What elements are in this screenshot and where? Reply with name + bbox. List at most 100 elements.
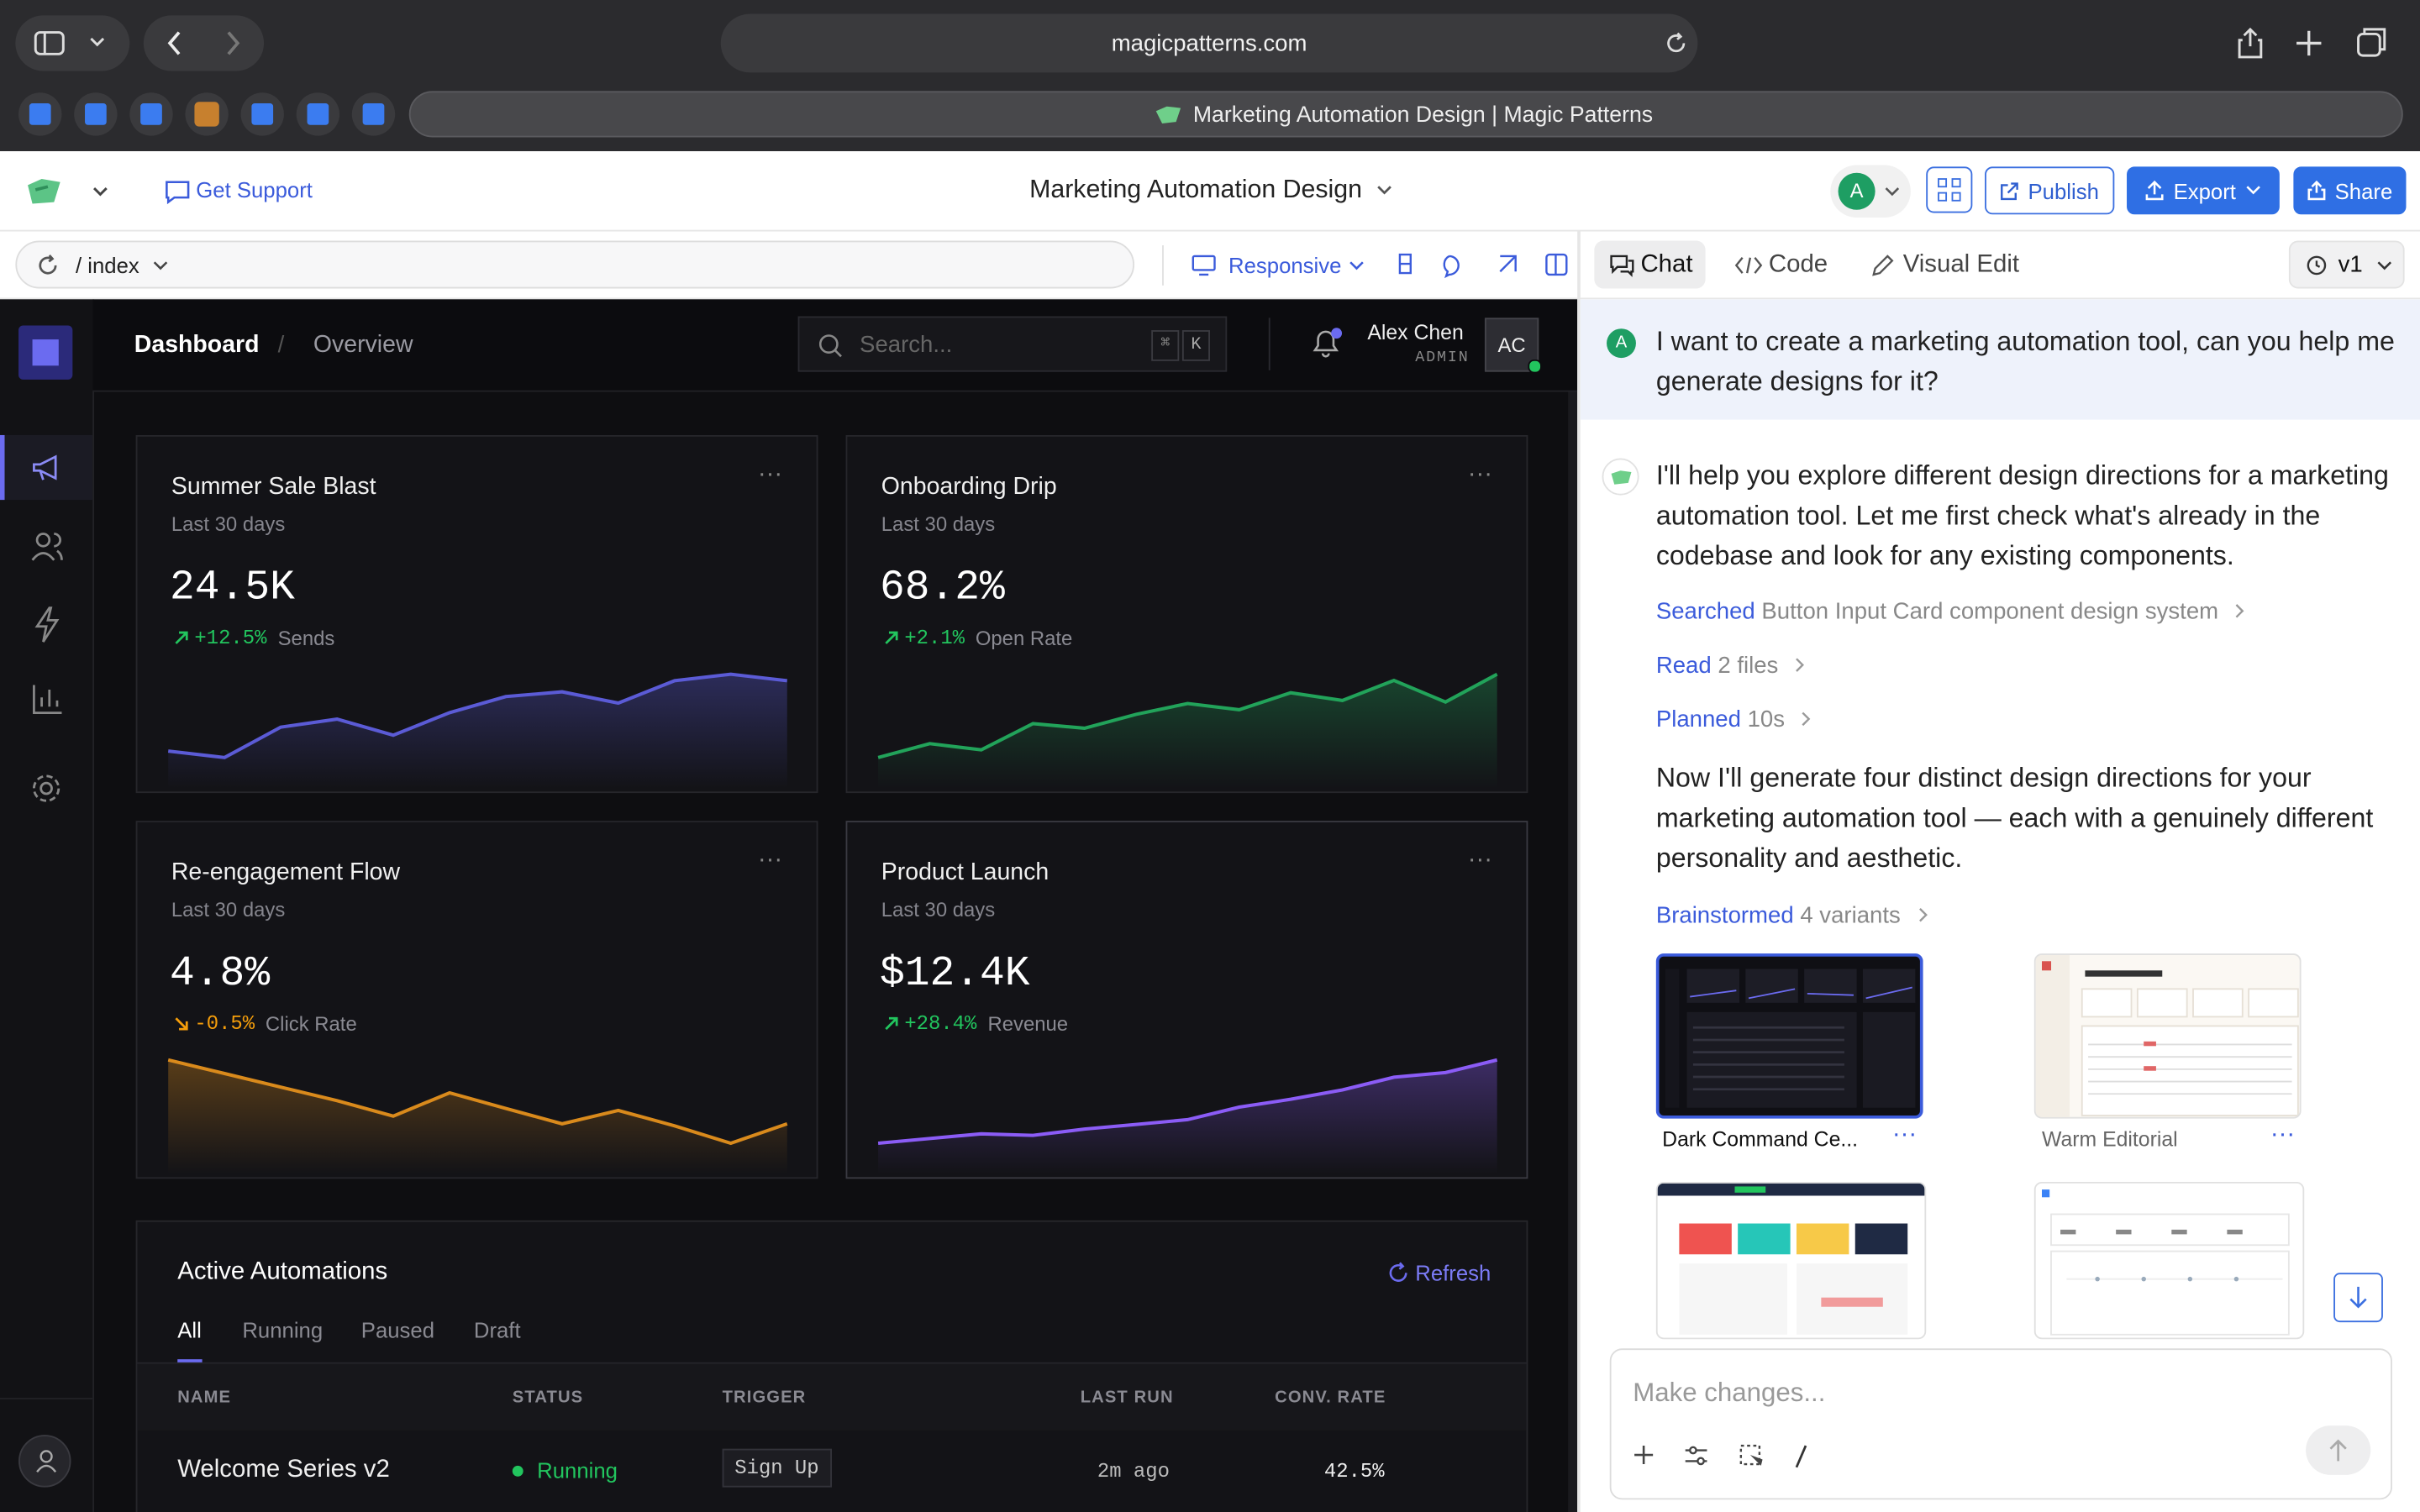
step-label: Searched bbox=[1655, 598, 1755, 625]
nav-icons[interactable] bbox=[31, 454, 65, 963]
export-button[interactable]: Export bbox=[2127, 166, 2280, 215]
column-header: TRIGGER bbox=[722, 1389, 807, 1408]
column-header: CONV. RATE bbox=[1275, 1389, 1386, 1408]
campaign-card[interactable]: Re-engagement Flow Last 30 days ··· 4.8% -0.… bbox=[135, 821, 818, 1179]
chat-tab[interactable]: Chat bbox=[1594, 240, 1706, 289]
step-detail: 2 files bbox=[1718, 652, 1779, 680]
shortcut-key: K bbox=[1181, 330, 1211, 361]
variant-name: Dark Command Ce... bbox=[1662, 1127, 1859, 1152]
card-title: Re-engagement Flow bbox=[171, 859, 401, 886]
code-tab[interactable]: Code bbox=[1768, 251, 1828, 278]
tool-step[interactable]: Planned 10s bbox=[1656, 706, 1816, 732]
filter-tab[interactable]: Running bbox=[242, 1317, 324, 1342]
visual-edit-tab[interactable]: Visual Edit bbox=[1902, 251, 2020, 278]
row-conv-rate: 42.5% bbox=[1323, 1459, 1385, 1483]
card-change: +28.4% bbox=[904, 1011, 977, 1036]
tab-title: Marketing Automation Design | Magic Patt… bbox=[1192, 103, 1654, 129]
version: v1 bbox=[2338, 251, 2363, 278]
project-title[interactable]: Marketing Automation Design bbox=[1029, 176, 1362, 204]
app-logo[interactable] bbox=[18, 325, 73, 380]
filter-tab[interactable]: Paused bbox=[360, 1317, 435, 1342]
toolbar: / index Responsive Chat Code Visual Edit… bbox=[0, 231, 2420, 300]
trend-arrow bbox=[885, 631, 898, 644]
dashboard-topbar: Dashboard / Overview Search... ⌘ K Alex … bbox=[92, 299, 1578, 392]
pinned-tabs bbox=[13, 90, 402, 139]
chat-tab-label: Chat bbox=[1640, 251, 1693, 278]
user-role: ADMIN bbox=[1415, 349, 1470, 368]
breadcrumb-page[interactable]: Overview bbox=[313, 331, 413, 359]
brainstorm-step[interactable]: Brainstormed 4 variants bbox=[1655, 902, 1932, 929]
filter-tab[interactable]: Draft bbox=[473, 1317, 521, 1342]
divider bbox=[1162, 245, 1164, 286]
qr-button[interactable] bbox=[1926, 166, 1973, 213]
collaborators[interactable]: A bbox=[1830, 165, 1911, 218]
variant-menu[interactable]: ··· bbox=[1891, 1121, 1918, 1148]
column-header: NAME bbox=[177, 1389, 232, 1408]
tool-step[interactable]: Searched Button Input Card component des… bbox=[1656, 599, 2249, 625]
url: magicpatterns.com bbox=[1111, 30, 1307, 57]
card-menu[interactable]: ··· bbox=[1467, 461, 1493, 488]
panel-title: Active Automations bbox=[177, 1258, 388, 1286]
divider bbox=[1577, 299, 1581, 1512]
card-menu[interactable]: ··· bbox=[757, 461, 783, 488]
filter-tab[interactable]: All bbox=[177, 1317, 202, 1342]
card-title: Summer Sale Blast bbox=[171, 473, 376, 501]
campaign-card[interactable]: Onboarding Drip Last 30 days ··· 68.2% +2.1%… bbox=[845, 434, 1528, 794]
chat-input[interactable]: Make changes... bbox=[1609, 1348, 2392, 1500]
search-placeholder: Search... bbox=[860, 331, 953, 359]
chat-panel: A I want to create a marketing automatio… bbox=[1580, 299, 2420, 1512]
variant-thumbnail[interactable] bbox=[2033, 953, 2302, 1119]
assistant-message: Now I'll generate four distinct design d… bbox=[1655, 762, 2374, 874]
user-initials[interactable]: AC bbox=[1484, 318, 1539, 372]
share-label: Share bbox=[2334, 178, 2393, 203]
get-support[interactable]: Get Support bbox=[196, 177, 313, 202]
scroll-down[interactable] bbox=[2333, 1273, 2383, 1323]
step-label: Brainstormed bbox=[1655, 902, 1794, 929]
card-metric: Revenue bbox=[987, 1011, 1069, 1036]
sparkline-area bbox=[878, 674, 1497, 789]
card-value: 4.8% bbox=[170, 952, 271, 999]
user-name: Alex Chen bbox=[1367, 321, 1464, 344]
shortcut-key: ⌘ bbox=[1151, 330, 1180, 361]
active-tab[interactable]: Marketing Automation Design | Magic Patt… bbox=[408, 91, 2403, 138]
card-value: $12.4K bbox=[879, 952, 1030, 999]
card-menu[interactable]: ··· bbox=[757, 847, 783, 874]
trend-arrow bbox=[885, 1016, 898, 1031]
sparkline bbox=[877, 1058, 1498, 1174]
send-button[interactable] bbox=[2306, 1425, 2371, 1475]
input-tools[interactable] bbox=[1633, 1444, 1849, 1468]
share-button[interactable]: Share bbox=[2293, 166, 2407, 215]
breadcrumb-current[interactable]: Dashboard bbox=[134, 331, 260, 359]
nav-buttons[interactable] bbox=[143, 15, 265, 71]
tool-step[interactable]: Read 2 files bbox=[1656, 653, 1809, 679]
variant-thumbnail[interactable] bbox=[2033, 1181, 2305, 1340]
app-header: Get Support Marketing Automation Design … bbox=[0, 151, 2420, 232]
variant-thumbnail[interactable] bbox=[1655, 1181, 1927, 1340]
publish-button[interactable]: Publish bbox=[1985, 166, 2115, 215]
toolbar-icons[interactable] bbox=[1395, 251, 1568, 279]
route-bar[interactable]: / index bbox=[15, 240, 1135, 289]
campaign-card[interactable]: Summer Sale Blast Last 30 days ··· 24.5K +12… bbox=[135, 434, 818, 794]
url-bar[interactable]: magicpatterns.com bbox=[720, 13, 1698, 73]
chevron bbox=[1796, 658, 1805, 672]
divider bbox=[1577, 231, 1581, 300]
logo[interactable] bbox=[26, 177, 118, 205]
viewport-select[interactable]: Responsive bbox=[1228, 253, 1342, 278]
search-box[interactable]: Search... ⌘ K bbox=[797, 316, 1228, 372]
campaign-card[interactable]: Product Launch Last 30 days ··· $12.4K +28.4… bbox=[845, 821, 1528, 1179]
variant-name: Warm Editorial bbox=[2042, 1127, 2178, 1152]
step-detail: Button Input Card component design syste… bbox=[1761, 598, 2219, 625]
refresh-button[interactable]: Refresh bbox=[1415, 1260, 1491, 1286]
assistant-avatar bbox=[1602, 458, 1639, 496]
variant-menu[interactable]: ··· bbox=[2270, 1121, 2296, 1148]
version-select[interactable]: v1 bbox=[2288, 240, 2405, 289]
profile-button[interactable] bbox=[18, 1435, 71, 1488]
card-menu[interactable]: ··· bbox=[1467, 847, 1493, 874]
nav-campaigns[interactable] bbox=[0, 434, 93, 501]
chevron-shape bbox=[1802, 711, 1812, 727]
sidebar-toggle[interactable] bbox=[15, 15, 130, 71]
variant-thumbnail[interactable] bbox=[1655, 953, 1923, 1119]
chevron bbox=[1802, 711, 1812, 727]
card-value: 24.5K bbox=[170, 566, 295, 613]
notifications[interactable] bbox=[1310, 327, 1344, 360]
